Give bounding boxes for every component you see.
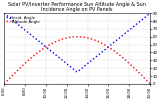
Title: Solar PV/Inverter Performance Sun Altitude Angle & Sun Incidence Angle on PV Pan: Solar PV/Inverter Performance Sun Altitu… [8, 2, 146, 12]
Legend: Incid. Angle, Altitude Angle: Incid. Angle, Altitude Angle [6, 15, 40, 24]
